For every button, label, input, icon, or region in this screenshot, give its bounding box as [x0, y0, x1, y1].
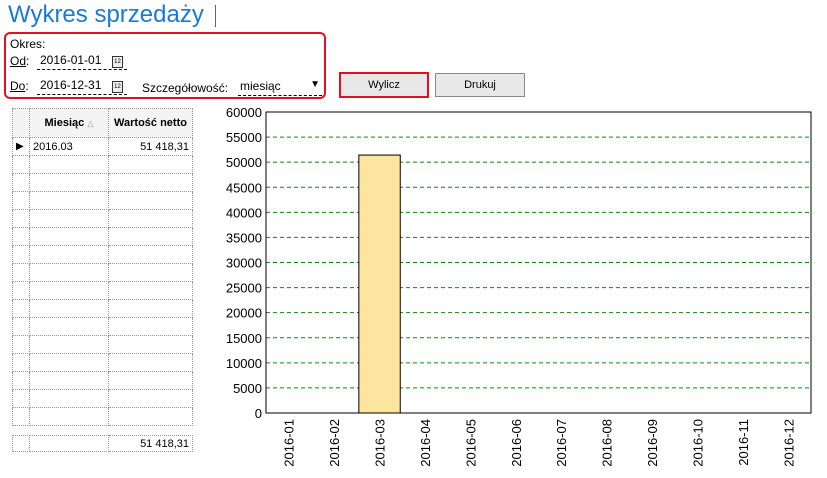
from-colon: : [26, 54, 30, 68]
bar [358, 154, 401, 414]
table-row[interactable] [12, 317, 193, 336]
y-tick-label: 0 [255, 406, 262, 421]
x-tick-label: 2016-06 [509, 419, 524, 467]
y-tick-label: 20000 [226, 306, 262, 321]
column-header-net-value[interactable]: Wartość netto [108, 108, 193, 138]
x-tick-label: 2016-11 [736, 419, 751, 466]
x-tick-label: 2016-12 [781, 419, 796, 467]
detail-value: miesiąc [240, 79, 281, 93]
column-header-month[interactable]: Miesiąc △ [29, 108, 109, 138]
to-colon: : [25, 79, 29, 93]
y-tick-label: 60000 [226, 105, 262, 120]
y-tick-label: 30000 [226, 256, 262, 271]
table-row[interactable] [12, 335, 193, 354]
page-title: Wykres sprzedaży [8, 1, 204, 28]
table-row[interactable] [12, 371, 193, 390]
calendar-icon[interactable]: 12 [112, 81, 123, 93]
x-tick-label: 2016-09 [645, 419, 660, 467]
to-label-group: Do: [10, 79, 29, 93]
to-date-value: 2016-12-31 [40, 78, 102, 92]
sort-asc-icon: △ [87, 118, 94, 128]
calculate-button[interactable]: Wylicz [339, 72, 429, 98]
x-tick-label: 2016-03 [373, 419, 388, 467]
calendar-icon[interactable]: 12 [112, 56, 123, 68]
from-label: Od [10, 54, 27, 68]
total-value: 51 418,31 [108, 435, 193, 452]
text-cursor [215, 5, 216, 27]
table-row[interactable] [12, 227, 193, 246]
x-tick-label: 2016-07 [554, 419, 569, 467]
from-date-input[interactable]: 2016-01-01 [37, 53, 127, 70]
y-tick-label: 55000 [226, 130, 262, 145]
plot-area [265, 111, 812, 414]
table-row[interactable] [12, 209, 193, 228]
x-tick-label: 2016-01 [282, 419, 297, 467]
x-tick-label: 2016-08 [600, 419, 615, 467]
x-tick-label: 2016-05 [463, 419, 478, 467]
x-tick-label: 2016-04 [418, 419, 433, 467]
y-tick-label: 40000 [226, 205, 262, 220]
table-row[interactable]: ▶ 2016.03 51 418,31 [12, 137, 193, 156]
y-tick-label: 45000 [226, 180, 262, 195]
y-tick-label: 25000 [226, 281, 262, 296]
x-tick-label: 2016-10 [690, 419, 705, 467]
period-panel: Okres: Od: 2016-01-01 12 Do: 2016-12-31 … [4, 32, 326, 99]
y-tick-label: 15000 [226, 331, 262, 346]
y-tick-label: 5000 [233, 381, 262, 396]
from-label-group: Od: [10, 54, 29, 68]
totals-row: 51 418,31 [12, 435, 193, 452]
table-row[interactable] [12, 245, 193, 264]
y-tick-label: 50000 [226, 155, 262, 170]
detail-select[interactable]: miesiąc ▼ [238, 79, 322, 96]
x-tick-label: 2016-02 [327, 419, 342, 467]
y-tick-label: 35000 [226, 230, 262, 245]
table-row[interactable] [12, 299, 193, 318]
print-button[interactable]: Drukuj [435, 73, 525, 97]
table-row[interactable] [12, 407, 193, 426]
to-date-input[interactable]: 2016-12-31 [37, 78, 127, 95]
period-label: Okres: [10, 37, 46, 51]
from-date-value: 2016-01-01 [40, 53, 102, 67]
detail-label: Szczegółowość: [142, 81, 229, 95]
chevron-down-icon: ▼ [310, 79, 320, 90]
y-tick-label: 10000 [226, 356, 262, 371]
to-label: Do [10, 79, 26, 93]
results-grid: Miesiąc △ Wartość netto ▶ 2016.03 51 418,31 [12, 108, 193, 426]
table-row[interactable] [12, 263, 193, 282]
